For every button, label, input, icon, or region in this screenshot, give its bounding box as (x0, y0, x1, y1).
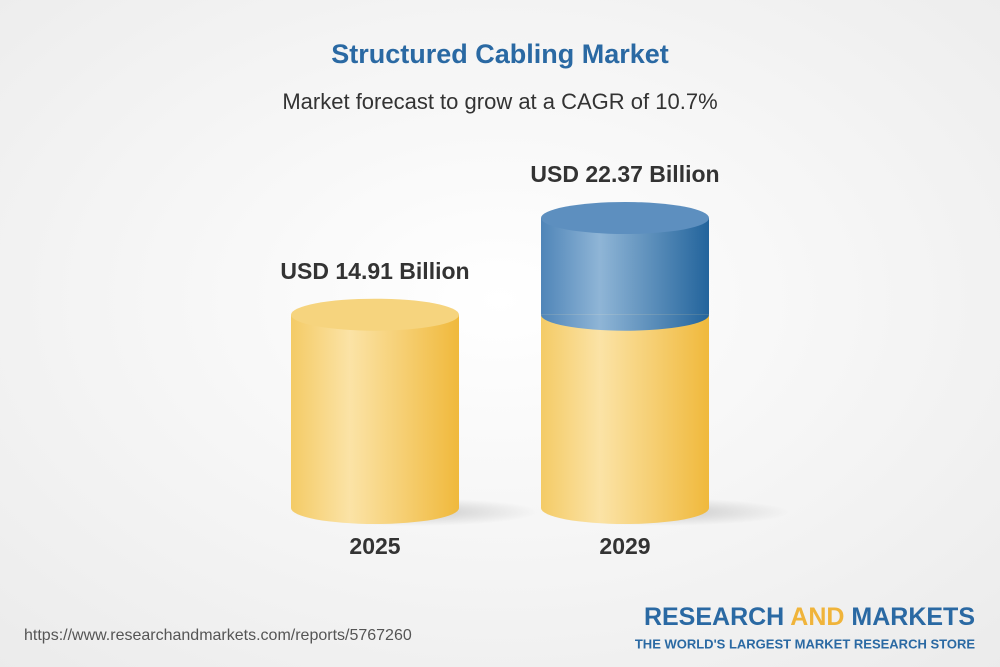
cylinder-top (541, 202, 709, 234)
brand-part: MARKETS (851, 603, 975, 631)
chart-title: Structured Cabling Market (331, 39, 669, 69)
cylinder-growth (541, 218, 709, 315)
cylinder-growth-edge (541, 314, 709, 331)
x-tick-label: 2029 (599, 533, 650, 559)
x-tick-label: 2025 (349, 533, 400, 559)
bar (291, 298, 459, 524)
value-label: USD 14.91 Billion (280, 258, 469, 284)
chart-subtitle: Market forecast to grow at a CAGR of 10.… (282, 89, 717, 114)
brand-tagline: THE WORLD'S LARGEST MARKET RESEARCH STOR… (635, 636, 975, 651)
value-label: USD 22.37 Billion (530, 161, 719, 187)
cylinder-top (291, 298, 459, 331)
source-url: https://www.researchandmarkets.com/repor… (24, 627, 412, 644)
cylinder-bottom (541, 492, 709, 524)
bar (541, 202, 709, 524)
cylinder-body (541, 314, 709, 508)
brand-part: AND (790, 603, 844, 631)
cylinder-body (291, 314, 459, 508)
brand-part: RESEARCH (644, 603, 784, 631)
brand: RESEARCH AND MARKETS (644, 603, 975, 631)
cylinder-bottom (291, 492, 459, 524)
